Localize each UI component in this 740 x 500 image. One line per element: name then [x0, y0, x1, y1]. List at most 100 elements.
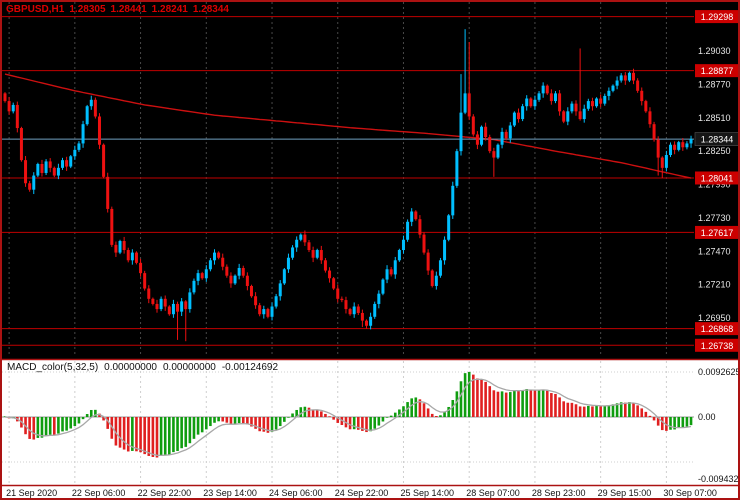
macd-histogram-bar — [611, 404, 615, 417]
macd-histogram-bar — [389, 415, 393, 417]
sr-price-tag — [695, 64, 739, 78]
macd-histogram-bar — [139, 417, 142, 453]
macd-histogram-bar — [656, 417, 660, 426]
candle-body — [365, 320, 369, 326]
candle-body — [44, 161, 48, 173]
macd-histogram-bar — [278, 417, 282, 427]
candle-body — [632, 72, 636, 81]
macd-histogram-bar — [81, 417, 85, 420]
macd-histogram-bar — [85, 414, 89, 417]
macd-histogram-bar — [348, 417, 352, 430]
candle-body — [282, 269, 286, 284]
candle-body — [262, 309, 266, 315]
macd-histogram-bar — [443, 412, 446, 417]
macd-histogram-bar — [463, 373, 467, 417]
candle-body — [344, 300, 348, 310]
candle-body — [130, 252, 134, 261]
candle-body — [689, 139, 693, 144]
macd-histogram-bar — [480, 379, 483, 417]
candle-body — [93, 99, 97, 117]
candle-body — [496, 144, 500, 158]
sr-price-tag — [695, 225, 739, 239]
macd-histogram-bar — [521, 390, 524, 417]
macd-histogram-bar — [369, 417, 372, 432]
time-axis-label: 21 Sep 2020 — [6, 488, 57, 498]
macd-histogram-bar — [324, 413, 327, 417]
macd-histogram-bar — [525, 389, 529, 417]
macd-histogram-bar — [550, 393, 553, 417]
macd-histogram-bar — [624, 402, 627, 417]
macd-histogram-bar — [636, 405, 639, 417]
candle-body — [492, 151, 496, 158]
macd-histogram-bar — [229, 417, 233, 425]
indicator-value-3: -0.00124692 — [221, 362, 279, 373]
macd-histogram-bar — [632, 403, 635, 417]
candle-body — [180, 301, 184, 312]
candle-body — [36, 163, 40, 176]
macd-histogram-bar — [685, 417, 689, 427]
macd-histogram-bar — [447, 406, 450, 417]
macd-histogram-bar — [541, 389, 545, 417]
time-axis-label: 24 Sep 22:00 — [335, 488, 389, 498]
macd-histogram-bar — [270, 417, 274, 432]
price-axis-label: 1.27730 — [698, 213, 731, 223]
price-axis: 1.29030 1.28770 1.28510 1.28250 1.27990 1.277… — [698, 46, 731, 323]
candle-body — [204, 269, 208, 279]
candle-body — [623, 75, 627, 81]
time-axis-label: 22 Sep 22:00 — [138, 488, 192, 498]
macd-axis-label-zero: 0.00 — [698, 412, 716, 422]
macd-histogram-bar — [295, 409, 298, 417]
candle-body — [385, 269, 389, 280]
macd-histogram-bar — [492, 390, 496, 417]
macd-histogram-bar — [213, 417, 216, 423]
time-axis-label: 30 Sep 07:00 — [663, 488, 717, 498]
macd-histogram-bar — [106, 417, 109, 429]
macd-histogram-bar — [422, 403, 426, 417]
candle-body — [521, 106, 525, 120]
time-axis-label: 28 Sep 23:00 — [532, 488, 586, 498]
macd-histogram-bar — [311, 409, 315, 417]
macd-histogram-bar — [439, 415, 442, 417]
macd-histogram-bar — [184, 417, 188, 447]
candle-body — [517, 112, 520, 120]
candle-body — [406, 221, 410, 240]
sr-price-tag-label: 1.29298 — [701, 12, 734, 22]
candle-body — [652, 124, 656, 140]
candle-body — [266, 309, 270, 317]
candle-body — [61, 160, 65, 168]
candle-body — [447, 215, 451, 240]
macd-histogram-bar — [455, 391, 459, 417]
macd-histogram-bar — [192, 417, 196, 439]
price-axis-label: 1.28510 — [698, 113, 731, 123]
candle-body — [200, 273, 204, 279]
candle-body — [3, 93, 7, 102]
macd-histogram-bar — [225, 417, 229, 423]
candle-body — [328, 270, 332, 279]
macd-histogram-bar — [504, 392, 508, 417]
sr-price-tag-label: 1.28041 — [701, 173, 734, 183]
sr-price-tag-label: 1.28877 — [701, 66, 734, 76]
candle-body — [611, 85, 615, 91]
macd-histogram-bar — [500, 391, 504, 417]
candle-body — [488, 137, 492, 152]
candle-body — [254, 296, 258, 306]
candle-body — [336, 288, 340, 299]
macd-signal-line — [4, 378, 692, 457]
candle-body — [65, 160, 69, 167]
candle-body — [422, 234, 426, 253]
candle-body — [401, 239, 405, 251]
candle-body — [32, 175, 36, 190]
macd-histogram-bar — [126, 417, 130, 452]
macd-histogram-bar — [496, 391, 500, 417]
candle-body — [258, 305, 262, 315]
price-axis-label: 1.27470 — [698, 246, 731, 256]
macd-histogram-bar — [135, 417, 138, 452]
candle-body — [627, 72, 631, 81]
candle-body — [352, 306, 356, 315]
macd-histogram-bar — [356, 417, 360, 430]
sr-price-tag-label: 1.26738 — [701, 341, 734, 351]
price-axis-label: 1.28770 — [698, 79, 731, 89]
macd-histogram-bar — [52, 417, 56, 435]
